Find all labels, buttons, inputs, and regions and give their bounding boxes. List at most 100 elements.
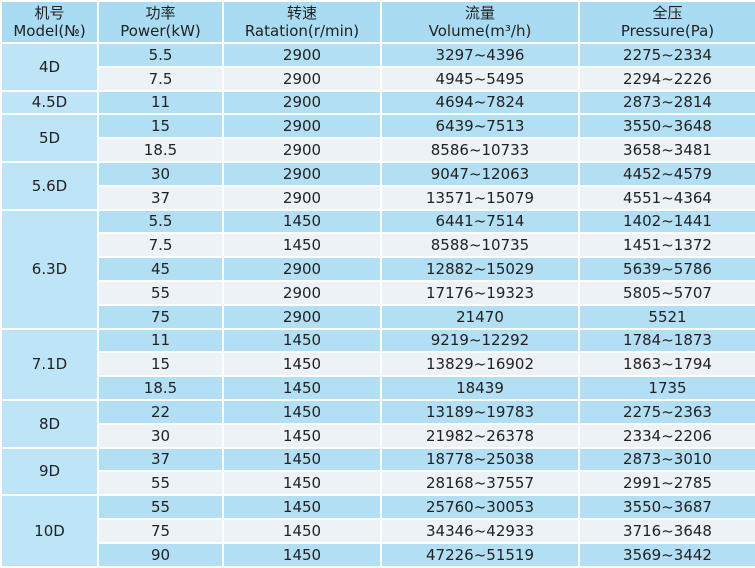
data-cell: 5639~5786 [578,256,755,282]
data-cell: 22 [97,398,224,425]
data-cell: 1784~1873 [578,327,755,354]
data-cell: 5.5 [97,42,224,68]
header-cell: 流量 Volume(m³/h) [380,0,580,44]
data-cell: 25760~30053 [380,494,580,520]
data-cell: 18778~25038 [380,446,580,473]
data-cell: 55 [97,470,224,497]
data-cell: 1450 [222,375,382,401]
data-cell: 55 [97,279,224,306]
model-cell: 6.3D [0,208,99,330]
data-cell: 1450 [222,327,382,354]
header-row: 机号 Model(№) 功率 Power(kW) 转速 Ratation(r/min) 流量… [0,0,755,44]
header-en: Volume(m³/h) [428,22,532,40]
data-cell: 2900 [222,137,382,163]
header-cell: 机号 Model(№) [0,0,99,44]
data-cell: 8588~10735 [380,232,580,259]
header-cn: 转速 [286,4,317,22]
data-row: 75 1450 34346~42933 3716~3648 [1,517,755,544]
model-cell: 4D [0,42,99,92]
data-cell: 2275~2334 [578,42,755,68]
data-cell: 1450 [222,470,382,497]
data-cell: 11 [97,327,224,354]
data-cell: 18.5 [97,137,224,163]
data-cell: 4551~4364 [578,184,755,211]
model-cell: 10D [0,494,99,568]
data-cell: 1735 [578,375,755,401]
model-cell: 4.5D [0,89,99,116]
data-cell: 12882~15029 [380,256,580,282]
data-cell: 28168~37557 [380,470,580,497]
data-cell: 2900 [222,89,382,116]
data-row: 5D 15 2900 6439~7513 3550~3648 [0,113,755,163]
header-cell: 全压 Pressure(Pa) [578,0,755,44]
data-cell: 47226~51519 [380,541,580,568]
data-row: 18.5 1450 18439 1735 [1,375,755,401]
data-cell: 90 [97,541,224,568]
data-cell: 3658~3481 [578,137,755,163]
table-body: 4D 5.5 2900 3297~4396 2275~2334 7.5 2900 4945~5… [0,42,755,568]
data-cell: 34346~42933 [380,517,580,544]
data-cell: 2294~2226 [578,65,755,92]
data-cell: 5.5 [97,208,224,235]
data-cell: 30 [97,160,224,187]
header-cell: 转速 Ratation(r/min) [222,0,382,44]
data-cell: 2900 [222,113,382,140]
data-cell: 1450 [222,208,382,235]
data-cell: 1451~1372 [578,232,755,259]
data-cell: 1450 [222,517,382,544]
data-row: 55 2900 17176~19323 5805~5707 [1,279,755,306]
data-cell: 37 [97,184,224,211]
data-cell: 30 [97,422,224,449]
data-cell: 1450 [222,422,382,449]
data-row: 15 1450 13829~16902 1863~1794 [1,351,755,378]
data-row: 7.5 1450 8588~10735 1451~1372 [1,232,755,259]
data-cell: 9219~12292 [380,327,580,354]
data-cell: 37 [97,446,224,473]
data-cell: 9047~12063 [380,160,580,187]
data-cell: 2900 [222,65,382,92]
data-cell: 45 [97,256,224,282]
header-cell: 功率 Power(kW) [97,0,224,44]
data-cell: 4452~4579 [578,160,755,187]
data-cell: 75 [97,517,224,544]
data-row: 8D 22 1450 13189~19783 2275~2363 [0,398,755,449]
header-cn: 功率 [145,4,176,22]
header-en: Ratation(r/min) [244,22,360,40]
data-cell: 3550~3687 [578,494,755,520]
data-row: 18.5 2900 8586~10733 3658~3481 [1,137,755,163]
data-cell: 4945~5495 [380,65,580,92]
data-row: 4D 5.5 2900 3297~4396 2275~2334 [0,42,755,92]
data-cell: 4694~7824 [380,89,580,116]
data-cell: 75 [97,303,224,330]
data-cell: 2991~2785 [578,470,755,497]
data-cell: 2900 [222,160,382,187]
data-cell: 55 [97,494,224,520]
data-cell: 5521 [578,303,755,330]
data-row: 90 1450 47226~51519 3569~3442 [1,541,755,568]
data-row: 75 2900 21470 5521 [1,303,755,330]
data-cell: 2334~2206 [578,422,755,449]
header-en: Power(kW) [120,22,201,40]
model-cell: 8D [0,398,99,449]
data-cell: 1450 [222,541,382,568]
data-row: 5.6D 30 2900 9047~12063 4452~4579 [0,160,755,211]
data-cell: 13189~19783 [380,398,580,425]
data-cell: 15 [97,113,224,140]
data-cell: 1402~1441 [578,208,755,235]
data-cell: 15 [97,351,224,378]
model-cell: 7.1D [0,327,99,401]
data-cell: 2873~3010 [578,446,755,473]
data-row: 7.1D 11 1450 9219~12292 1784~1873 [0,327,755,401]
data-cell: 1863~1794 [578,351,755,378]
data-cell: 2873~2814 [578,89,755,116]
data-row: 30 1450 21982~26378 2334~2206 [1,422,755,449]
data-row: 9D 37 1450 18778~25038 2873~3010 [0,446,755,497]
model-cell: 5D [0,113,99,163]
data-cell: 7.5 [97,65,224,92]
data-cell: 3297~4396 [380,42,580,68]
data-cell: 13829~16902 [380,351,580,378]
data-cell: 3569~3442 [578,541,755,568]
data-cell: 1450 [222,446,382,473]
data-cell: 2900 [222,184,382,211]
